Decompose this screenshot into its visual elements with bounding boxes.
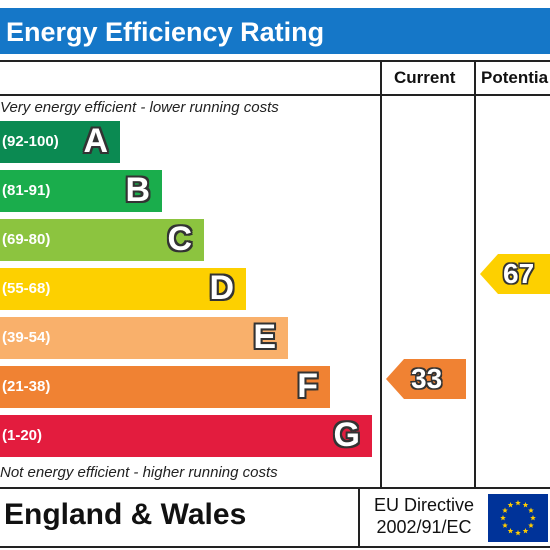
footer-top-line — [0, 487, 550, 489]
rating-band-e: (39-54) E — [0, 317, 288, 359]
current-rating-arrow-shape — [386, 359, 466, 399]
bottom-line — [0, 546, 550, 548]
band-letter: A — [83, 122, 108, 160]
top-efficiency-note: Very energy efficient - lower running co… — [0, 99, 279, 116]
eu-directive-line1: EU Directive — [373, 495, 475, 515]
current-column-header: Current — [394, 68, 456, 87]
eu-star — [530, 515, 536, 521]
current-rating-arrow — [386, 359, 466, 399]
eu-star — [528, 507, 534, 513]
eu-flag-icon — [488, 494, 548, 542]
band-letter: G — [333, 416, 360, 454]
band-range-label: (92-100) — [2, 133, 59, 150]
title-bar: Energy Efficiency Rating — [0, 8, 550, 54]
rating-band-d: (55-68) D — [0, 268, 246, 310]
band-range-label: (55-68) — [2, 280, 51, 297]
band-letter: F — [297, 367, 318, 405]
band-letter: C — [167, 220, 192, 258]
eu-star — [502, 507, 508, 513]
eu-star — [528, 522, 534, 528]
rating-band-f: (21-38) F — [0, 366, 330, 408]
eu-star — [515, 500, 521, 506]
band-letter: E — [253, 318, 276, 356]
rating-band-b: (81-91) B — [0, 170, 162, 212]
footer-country: England & Wales — [4, 498, 247, 531]
band-range-label: (1-20) — [2, 427, 43, 444]
eu-star — [522, 502, 529, 508]
header-top-line — [0, 60, 550, 62]
eu-directive-line2: 2002/91/EC — [376, 517, 472, 537]
eu-directive: EU Directive 2002/91/EC — [365, 494, 483, 538]
rating-band-a: (92-100) A — [0, 121, 120, 163]
potential-rating-arrow — [480, 254, 550, 294]
band-letter: B — [125, 171, 150, 209]
band-range-label: (69-80) — [2, 231, 51, 248]
eu-star — [507, 502, 514, 508]
potential-rating-arrow-shape — [480, 254, 550, 294]
current-rating-value: 33 — [411, 363, 443, 394]
band-range-label: (39-54) — [2, 329, 51, 346]
rating-band-g: (1-20) G — [0, 415, 372, 457]
chart-title: Energy Efficiency Rating — [6, 17, 325, 47]
header-bottom-line — [0, 94, 550, 96]
band-letter: D — [209, 269, 234, 307]
footer-divider-line — [358, 487, 360, 547]
eu-star — [515, 530, 521, 536]
eu-star — [507, 527, 514, 534]
potential-rating-value: 67 — [503, 258, 535, 289]
eu-star — [522, 527, 529, 534]
potential-column-header: Potentia — [481, 68, 549, 87]
rating-band-c: (69-80) C — [0, 219, 204, 261]
band-range-label: (21-38) — [2, 378, 51, 395]
bottom-efficiency-note: Not energy efficient - higher running co… — [0, 464, 278, 481]
band-range-label: (81-91) — [2, 182, 51, 199]
eu-star — [502, 522, 508, 528]
eu-star — [500, 515, 506, 521]
potential-column-left-line — [474, 60, 476, 488]
current-column-left-line — [380, 60, 382, 488]
